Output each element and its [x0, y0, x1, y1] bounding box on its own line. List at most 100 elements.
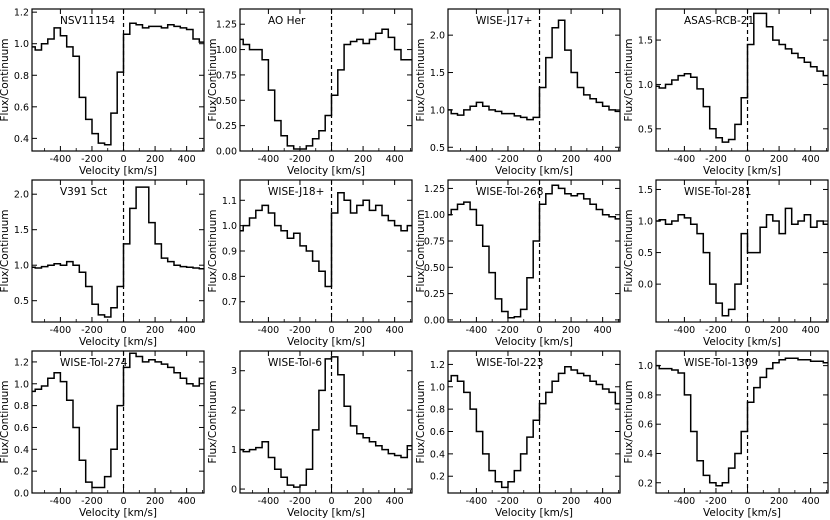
- x-tick-label: 400: [594, 154, 612, 165]
- y-tick-label: 0.25: [216, 121, 237, 132]
- y-tick-label: 1.5: [14, 225, 29, 236]
- x-tick-label: -400: [258, 496, 280, 507]
- y-tick-label: 0.4: [430, 449, 445, 460]
- x-tick-label: 200: [770, 325, 788, 336]
- x-tick-label: 0: [328, 496, 334, 507]
- x-tick-label: -200: [81, 154, 103, 165]
- spectrum-line: [448, 184, 620, 319]
- x-axis-label: Velocity [km/s]: [703, 507, 781, 519]
- x-tick-label: 400: [802, 325, 820, 336]
- x-tick-label: -200: [289, 496, 311, 507]
- y-tick-label: 1.0: [638, 361, 653, 372]
- x-tick-label: 200: [354, 325, 372, 336]
- x-tick-label: -400: [674, 154, 696, 165]
- panel-title: AO Her: [268, 15, 306, 27]
- axes-frame: [447, 350, 621, 494]
- y-tick-label: 1.0: [14, 261, 29, 272]
- x-tick-label: -200: [705, 325, 727, 336]
- panel-12: -400 -200 0 200 400 0.2 0.4 0.6 0.8 1.0 WISE-Tol-1…: [623, 350, 829, 519]
- y-tick-label: 0.75: [216, 70, 237, 81]
- axes-frame: [447, 179, 621, 323]
- x-tick-label: 200: [770, 496, 788, 507]
- x-tick-label: 0: [120, 154, 126, 165]
- y-tick-label: 1.0: [430, 105, 445, 116]
- axes-frame: [447, 8, 621, 152]
- y-tick-label: 0.5: [430, 143, 445, 154]
- y-tick-label: 2.0: [14, 190, 29, 201]
- spectrum-line: [656, 207, 828, 317]
- x-axis-label: Velocity [km/s]: [703, 336, 781, 348]
- x-axis-label: Velocity [km/s]: [495, 507, 573, 519]
- x-tick-label: -200: [81, 496, 103, 507]
- y-tick-label: 1.0: [222, 221, 237, 232]
- y-tick-label: 1.0: [430, 382, 445, 393]
- axes-frame: [655, 8, 829, 152]
- x-axis-label: Velocity [km/s]: [703, 165, 781, 177]
- panel-title: WISE-Tol-274: [60, 357, 128, 369]
- y-tick-label: 1.00: [216, 45, 237, 56]
- y-tick-label: 0.25: [424, 289, 445, 300]
- x-tick-label: -200: [289, 325, 311, 336]
- x-tick-label: 200: [562, 154, 580, 165]
- y-tick-label: 1.0: [14, 39, 29, 50]
- axes-frame: [239, 350, 413, 494]
- panel-title: WISE-Tol-1309: [684, 357, 758, 369]
- y-axis-label: Flux/Continuum: [207, 209, 219, 292]
- y-tick-label: 2: [231, 406, 237, 417]
- panel-title: V391 Sct: [60, 186, 107, 198]
- panel-title: WISE-J17+: [476, 15, 532, 27]
- x-tick-label: 400: [386, 496, 404, 507]
- x-tick-label: 0: [744, 496, 750, 507]
- panel-title: WISE-Tol-281: [684, 186, 751, 198]
- x-tick-label: -200: [289, 154, 311, 165]
- x-tick-label: -400: [674, 496, 696, 507]
- x-axis-label: Velocity [km/s]: [495, 165, 573, 177]
- panel-8: -400 -200 0 200 400 0.0 0.5 1.0 1.5 WISE-Tol-281 V…: [623, 179, 829, 348]
- x-tick-label: 0: [328, 325, 334, 336]
- panel-1: -400 -200 0 200 400 0.4 0.6 0.8 1.0 1.2 NSV11154 Ve…: [0, 8, 205, 177]
- x-tick-label: 400: [802, 154, 820, 165]
- x-tick-label: -200: [497, 325, 519, 336]
- spectrum-line: [448, 365, 620, 489]
- y-tick-label: 1.0: [638, 80, 653, 91]
- y-tick-label: 0.2: [14, 467, 29, 478]
- x-tick-label: -400: [50, 496, 72, 507]
- y-tick-label: 1.5: [638, 185, 653, 196]
- y-axis-label: Flux/Continuum: [207, 38, 219, 121]
- x-tick-label: -200: [81, 325, 103, 336]
- x-tick-label: -200: [497, 154, 519, 165]
- y-tick-label: 0.2: [638, 478, 653, 489]
- y-tick-label: 0.6: [14, 102, 29, 113]
- panel-11: -400 -200 0 200 400 0.2 0.4 0.6 0.8 1.0 1.2 WISE-To…: [415, 350, 621, 519]
- y-tick-label: 0.7: [222, 297, 237, 308]
- y-tick-label: 0.00: [424, 315, 445, 326]
- y-axis-label: Flux/Continuum: [0, 380, 11, 463]
- y-axis-label: Flux/Continuum: [0, 209, 11, 292]
- spectrum-line: [656, 12, 828, 143]
- x-tick-label: -200: [497, 496, 519, 507]
- y-axis-label: Flux/Continuum: [415, 209, 427, 292]
- x-tick-label: -400: [258, 325, 280, 336]
- x-tick-label: 200: [562, 325, 580, 336]
- y-tick-label: 0.4: [638, 449, 653, 460]
- y-tick-label: 1.5: [638, 36, 653, 47]
- axes-frame: [239, 8, 413, 152]
- axes-frame: [31, 350, 205, 494]
- axes-frame: [31, 8, 205, 152]
- panel-title: WISE-Tol-223: [476, 357, 543, 369]
- y-tick-label: 0.4: [14, 134, 29, 145]
- y-tick-label: 0.75: [424, 237, 445, 248]
- spectrum-line: [32, 352, 204, 489]
- x-tick-label: 400: [178, 154, 196, 165]
- x-axis-label: Velocity [km/s]: [79, 165, 157, 177]
- y-tick-label: 0.5: [14, 296, 29, 307]
- x-tick-label: 0: [120, 496, 126, 507]
- x-tick-label: 0: [536, 496, 542, 507]
- x-tick-label: 400: [178, 325, 196, 336]
- spectrum-line: [32, 186, 204, 318]
- y-tick-label: 0.0: [14, 489, 29, 500]
- y-axis-label: Flux/Continuum: [0, 38, 11, 121]
- y-tick-label: 0.4: [14, 445, 29, 456]
- y-tick-label: 0.50: [216, 96, 237, 107]
